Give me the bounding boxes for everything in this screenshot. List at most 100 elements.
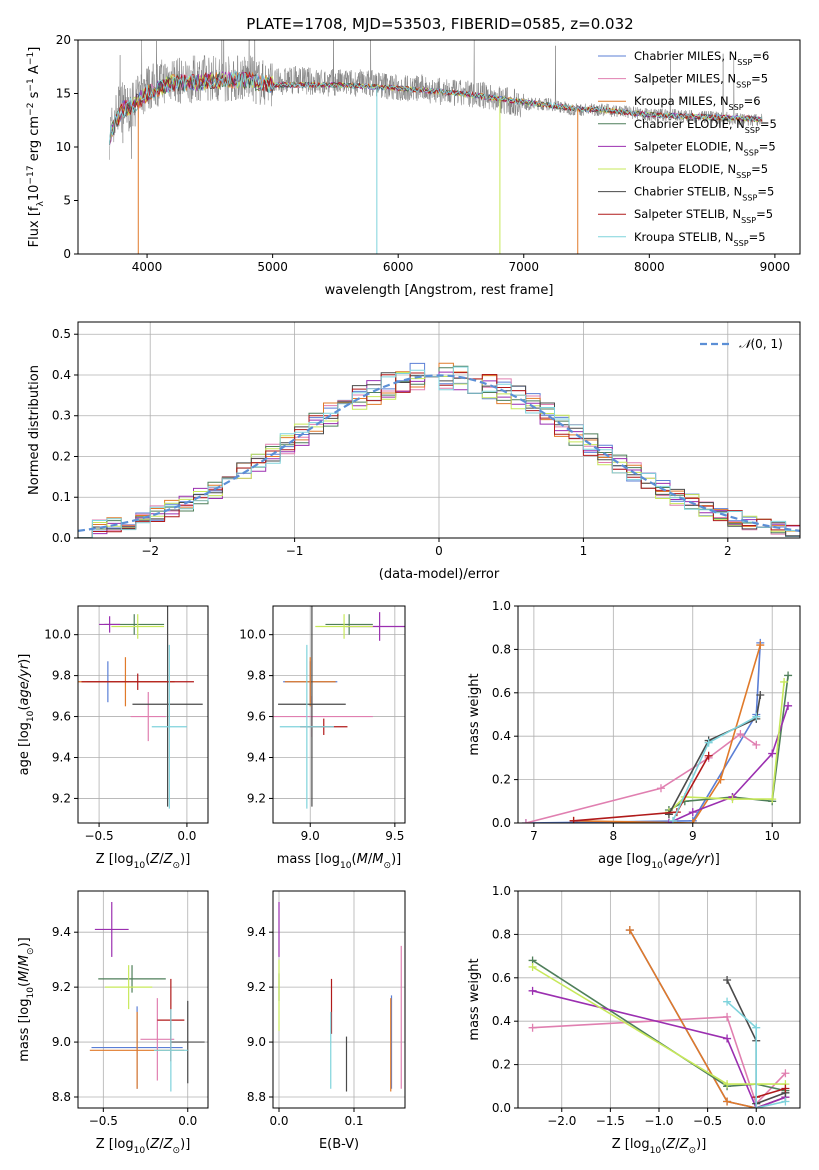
- weight-marker: [768, 749, 777, 758]
- plot-area: [273, 606, 405, 809]
- weight-line: [755, 1087, 786, 1098]
- y-tick-label: 9.8: [247, 669, 266, 683]
- weight-marker: [752, 1023, 761, 1032]
- x-axis-label: (data-model)/error: [379, 567, 500, 582]
- y-tick-label: 0.0: [52, 531, 71, 545]
- x-axis-label: Z [log10(Z/Z⊙)]: [612, 1137, 707, 1156]
- y-tick-label: 8.8: [247, 1090, 266, 1104]
- x-tick-label: −2.0: [547, 1114, 576, 1128]
- x-tick-label: 5000: [257, 260, 288, 274]
- y-tick-label: 9.8: [52, 669, 71, 683]
- errorbar-point: [98, 965, 166, 993]
- x-tick-label: −1: [286, 544, 304, 558]
- y-tick-label: 0.4: [492, 729, 511, 743]
- weight-marker: [752, 712, 761, 721]
- y-tick-label: 5: [63, 194, 71, 208]
- y-tick-label: 20: [56, 33, 71, 47]
- errorbar-point: [111, 614, 165, 639]
- y-tick-label: 10.0: [239, 628, 266, 642]
- errorbar-point: [140, 998, 175, 1081]
- x-tick-label: 6000: [383, 260, 414, 274]
- y-axis-label: Flux [fλ10−17 erg cm−2 s−1 A−1]: [26, 47, 46, 248]
- legend-entry: Chabrier MILES, NSSP=6: [634, 49, 769, 67]
- model-spectrum-line: [109, 71, 763, 145]
- weight-marker: [688, 819, 697, 823]
- x-tick-label: 10: [765, 829, 780, 843]
- y-tick-label: 0: [63, 247, 71, 261]
- weight-marker: [569, 816, 578, 823]
- plot-area: [528, 926, 790, 1108]
- weight-line: [532, 966, 786, 1085]
- x-tick-label: 0: [435, 544, 443, 558]
- weight-marker: [736, 730, 745, 739]
- weight-marker: [664, 810, 673, 819]
- errorbar-point: [94, 901, 129, 957]
- legend-entry: Kroupa MILES, NSSP=6: [634, 94, 761, 112]
- errorbar-point: [279, 644, 334, 809]
- y-axis-label: mass weight: [467, 673, 482, 755]
- weight-marker: [716, 775, 725, 784]
- y-tick-label: 0.8: [492, 927, 511, 941]
- weight-line: [573, 644, 762, 823]
- errorbar-point: [81, 673, 194, 690]
- weight-marker: [704, 738, 713, 747]
- weight-marker: [784, 671, 793, 680]
- legend-entry: Salpeter MILES, NSSP=5: [634, 72, 768, 90]
- legend-entry: Chabrier STELIB, NSSP=5: [634, 185, 774, 203]
- y-tick-label: 0.0: [492, 1101, 511, 1115]
- y-tick-label: 9.4: [247, 925, 266, 939]
- plot-area: [78, 606, 203, 809]
- residuals-panel: −2 −1 0 1 2 0.0 0.1 0.2 0.3 0.4 0.5 𝒩(0, 1) (data-mo…: [27, 321, 801, 582]
- weight-marker: [723, 975, 732, 984]
- errorbar-point: [284, 657, 336, 707]
- y-axis-label: mass weight: [467, 958, 482, 1040]
- weight-marker: [668, 816, 677, 823]
- y-axis-label: age [log10(age/yr)]: [17, 654, 36, 776]
- y-tick-label: 0.3: [52, 409, 71, 423]
- weight-line: [726, 1001, 786, 1108]
- y-tick-label: 0.6: [492, 971, 511, 985]
- legend-entry: Salpeter ELODIE, NSSP=5: [634, 139, 776, 157]
- y-tick-label: 9.4: [52, 750, 71, 764]
- plot-area: [89, 901, 205, 1092]
- weight-marker: [521, 819, 530, 823]
- y-tick-label: 0.6: [492, 686, 511, 700]
- weight-line: [532, 959, 786, 1092]
- x-axis-label: age [log10(age/yr)]: [598, 852, 720, 871]
- plot-area: [521, 638, 793, 823]
- x-tick-label: 9.0: [301, 829, 320, 843]
- x-axis-label: E(B-V): [319, 1137, 359, 1152]
- x-axis-label: wavelength [Angstrom, rest frame]: [325, 283, 554, 298]
- weight-line: [532, 990, 786, 1108]
- x-tick-label: 2: [724, 544, 732, 558]
- y-tick-label: 9.2: [52, 980, 71, 994]
- y-tick-label: 15: [56, 87, 71, 101]
- y-tick-label: 0.4: [52, 368, 71, 382]
- weight-vs-age-panel: 7 8 9 10 0.0 0.2 0.4 0.6 0.8 1.0 age [log10(age/yr…: [467, 599, 801, 871]
- x-tick-label: 7: [530, 829, 538, 843]
- weight-marker: [781, 1084, 790, 1093]
- weight-marker: [656, 784, 665, 793]
- y-tick-label: 1.0: [492, 599, 511, 613]
- plot-area: [109, 40, 763, 254]
- y-axis-label: mass [log10(M/M⊙)]: [17, 937, 36, 1061]
- weight-marker: [752, 1104, 761, 1108]
- weight-marker: [781, 1097, 790, 1106]
- y-tick-label: 0.2: [492, 1058, 511, 1072]
- x-tick-label: 9: [689, 829, 697, 843]
- y-tick-label: 0.4: [492, 1014, 511, 1028]
- x-tick-label: 1: [580, 544, 588, 558]
- y-tick-label: 0.2: [52, 449, 71, 463]
- normal-reference-curve: [78, 374, 800, 532]
- errorbar-point: [105, 965, 153, 1010]
- errorbar-point: [325, 614, 373, 635]
- x-tick-label: −0.5: [89, 1114, 118, 1128]
- errorbar-point: [278, 606, 346, 807]
- y-tick-label: 9.0: [52, 1035, 71, 1049]
- weight-marker: [768, 795, 777, 804]
- x-tick-label: 9.5: [385, 829, 404, 843]
- y-tick-label: 0.5: [52, 327, 71, 341]
- x-tick-label: 0.0: [178, 1114, 197, 1128]
- weight-marker: [528, 962, 537, 971]
- figure-title: PLATE=1708, MJD=53503, FIBERID=0585, z=0…: [246, 15, 633, 33]
